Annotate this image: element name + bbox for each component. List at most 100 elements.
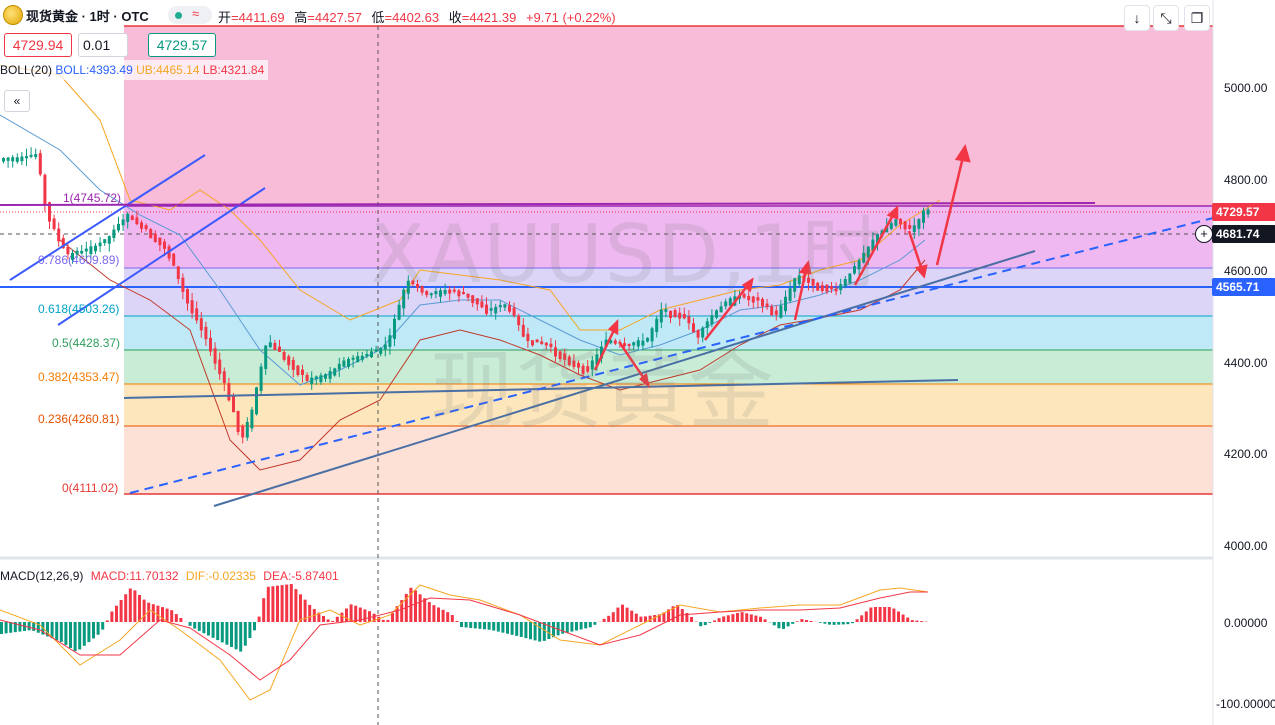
candle-body (383, 344, 387, 350)
candle-body (558, 351, 562, 360)
macd-bar (855, 619, 859, 622)
macd-bar (32, 622, 36, 631)
red-arrows (593, 144, 971, 389)
macd-histogram (0, 584, 928, 652)
macd-legend[interactable]: MACD(12,26,9) MACD:11.70132 DIF:-0.02335… (0, 569, 339, 583)
macd-bar (450, 615, 454, 622)
symbol-title[interactable]: 现货黄金 · 1时 · OTC (26, 9, 149, 24)
candle-body (517, 315, 521, 326)
candle-body (494, 306, 498, 314)
change-value: +9.71 (+0.22%) (525, 10, 616, 25)
candle-body (80, 250, 84, 254)
macd-bar (809, 620, 813, 622)
candle-body (489, 308, 493, 311)
macd-bar (308, 604, 312, 622)
macd-bar (538, 622, 542, 642)
macd-bar (243, 622, 247, 646)
candle-body (797, 275, 801, 285)
candle-body (393, 318, 396, 339)
boll-name: BOLL(20) (0, 63, 53, 77)
macd-bar (713, 620, 716, 622)
macd-bar (722, 616, 726, 622)
macd-bar (897, 611, 900, 622)
candle-body (922, 210, 925, 223)
candle-body (360, 355, 364, 360)
restore-window-icon[interactable]: ❐ (1184, 5, 1210, 31)
candle-body (158, 237, 162, 246)
macd-bar (285, 584, 289, 622)
candle-body (531, 340, 534, 346)
macd-bar (483, 622, 486, 630)
macd-bar (846, 622, 850, 625)
macd-bar (818, 622, 822, 623)
add-plus-icon[interactable]: + (1195, 225, 1213, 243)
fib-lines (124, 25, 1213, 495)
candle-body (862, 252, 866, 263)
macd-bar (823, 622, 827, 624)
macd-bar (303, 599, 307, 622)
high-value: =4427.57 (307, 10, 362, 25)
sell-button[interactable]: 4729.94 (4, 33, 72, 57)
candle-body (52, 218, 56, 230)
candle-body (917, 219, 921, 229)
macd-bar (864, 611, 868, 622)
macd-bar (736, 613, 739, 622)
candle-body (613, 340, 617, 344)
boll-legend[interactable]: BOLL(20) BOLL:4393.49 UB:4465.14 LB:4321… (0, 60, 269, 80)
candle-body (765, 303, 769, 308)
macd-bar (409, 587, 413, 622)
candle-body (342, 360, 346, 367)
candle-body (526, 333, 530, 342)
macd-bar (253, 622, 256, 631)
macd-bar (363, 609, 367, 622)
macd-bar (570, 622, 574, 632)
macd-bar (906, 617, 910, 622)
macd-bar (657, 614, 661, 622)
trend-lines[interactable] (0, 154, 1214, 507)
candle-body (333, 368, 337, 376)
macd-bar (414, 590, 417, 622)
macd-bar (621, 604, 624, 622)
candle-body (34, 154, 38, 158)
price-label-4400: 4400.00 (1224, 356, 1268, 370)
macd-bar (772, 622, 776, 626)
candle-body (15, 157, 19, 162)
macd-bar (676, 605, 680, 622)
candle-body (337, 363, 341, 370)
candle-body (756, 297, 760, 301)
macd-bar (920, 621, 923, 622)
candle-body (209, 337, 212, 352)
macd-bar (611, 612, 615, 622)
macd-label-minus100: -100.00000 (1216, 697, 1275, 711)
macd-bar (616, 607, 620, 622)
candle-body (600, 346, 603, 359)
candle-body (2, 158, 5, 162)
macd-bar (294, 589, 298, 622)
macd-bar (860, 615, 864, 622)
macd-bar (510, 622, 514, 635)
collapse-legend-button[interactable]: « (4, 90, 30, 112)
collapse-arrows-icon[interactable]: ⤡ (1153, 5, 1179, 31)
market-status-pill[interactable]: ≈ (168, 6, 212, 24)
candle-body (66, 246, 70, 255)
candle-body (6, 157, 10, 161)
candle-body (199, 318, 203, 331)
candle-body (705, 321, 709, 328)
candle-body (227, 383, 231, 401)
candle-body (544, 342, 548, 346)
candle-body (112, 229, 116, 238)
macd-bar (634, 613, 638, 622)
buy-button[interactable]: 4729.57 (148, 33, 216, 57)
candle-body (149, 229, 153, 239)
macd-bar (565, 622, 569, 633)
quantity-input[interactable]: 0.01 (78, 33, 128, 57)
candle-body (770, 306, 774, 316)
arrow-down-icon[interactable]: ↓ (1124, 5, 1150, 31)
macd-bar (161, 607, 164, 622)
macd-bar (887, 607, 891, 622)
macd-bar (280, 585, 284, 622)
macd-bar (703, 622, 707, 626)
macd-bar (754, 615, 758, 622)
candle-body (912, 225, 916, 232)
